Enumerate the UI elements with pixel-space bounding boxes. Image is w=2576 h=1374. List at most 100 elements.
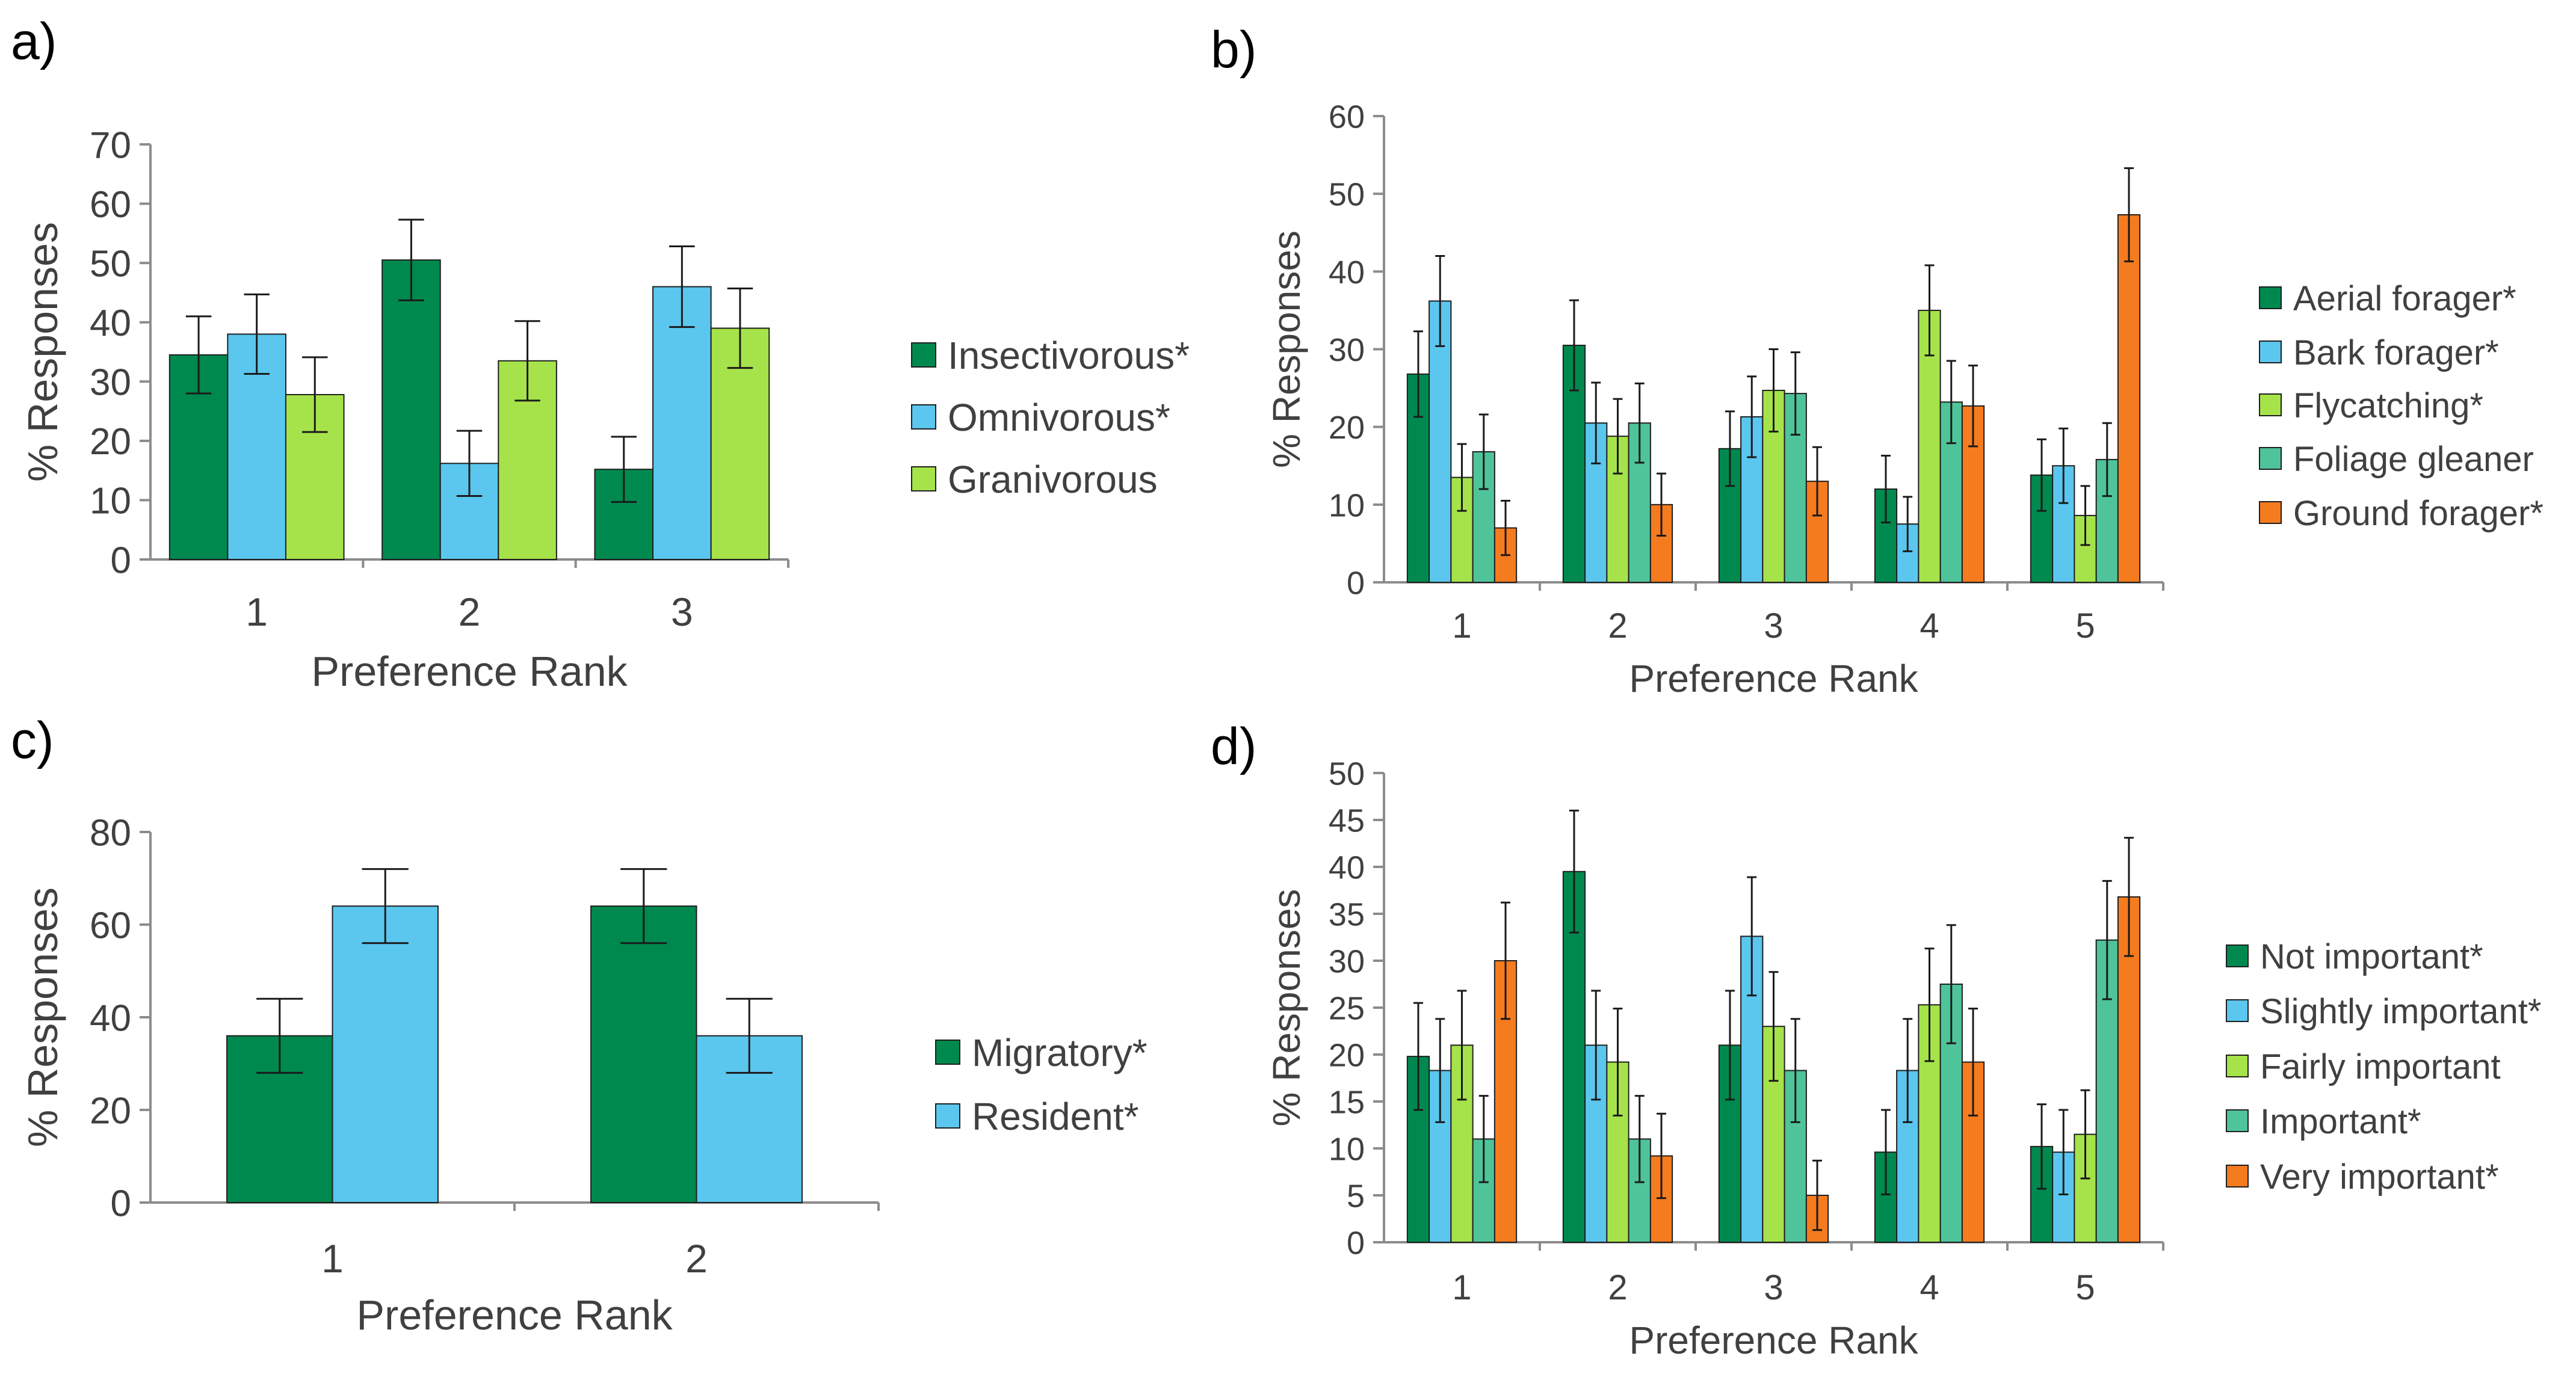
legend-label: Granivorous	[948, 458, 1158, 501]
y-axis-title: % Responses	[19, 222, 66, 482]
bar	[1429, 300, 1452, 583]
legend: Not important* Slightly important* Fairly …	[2226, 937, 2541, 1197]
legend-label: Fairly important	[2260, 1047, 2501, 1086]
legend: Insectivorous* Omnivorous* Granivorous	[911, 334, 1190, 501]
legend-swatch	[2259, 286, 2282, 309]
panel-label: c)	[11, 712, 54, 769]
legend-label: Resident*	[972, 1095, 1139, 1138]
x-tick-label: 3	[1764, 1268, 1783, 1307]
legend-swatch	[2226, 1109, 2249, 1132]
x-tick-label: 3	[1764, 606, 1783, 645]
y-tick-label: 50	[1329, 177, 1365, 213]
y-tick-label: 40	[1329, 254, 1365, 291]
legend-label: Very important*	[2260, 1157, 2499, 1197]
y-tick-label: 20	[1329, 1037, 1365, 1073]
legend-label: Migratory*	[972, 1031, 1147, 1074]
x-tick-label: 3	[671, 590, 693, 634]
legend-label: Slightly important*	[2260, 992, 2541, 1031]
legend-swatch	[2226, 1165, 2249, 1188]
bar	[2117, 214, 2141, 583]
y-tick-label: 0	[1347, 565, 1365, 601]
y-tick-label: 10	[1329, 487, 1365, 523]
bar	[1472, 451, 1495, 583]
y-tick-label: 30	[1329, 943, 1365, 979]
x-axis-title: Preference Rank	[1629, 1319, 1918, 1362]
legend-swatch	[2259, 393, 2282, 416]
bar	[332, 905, 439, 1203]
legend-swatch	[911, 404, 936, 430]
x-tick-label: 2	[459, 590, 481, 634]
x-tick-label: 1	[1452, 606, 1471, 645]
y-tick-label: 80	[90, 812, 131, 854]
legend-label: Insectivorous*	[948, 334, 1190, 377]
y-tick-label: 35	[1329, 896, 1365, 932]
chart-panel-1: a) 0 10 20 30 40 50 60 70 % Responses Preference R…	[11, 13, 1190, 695]
legend: Aerial forager* Bark forager* Flycatching*…	[2259, 279, 2544, 533]
x-tick-label: 2	[1608, 606, 1627, 645]
x-axis-title: Preference Rank	[356, 1292, 673, 1339]
bar	[590, 905, 697, 1203]
legend-label: Aerial forager*	[2293, 279, 2516, 318]
x-axis-title: Preference Rank	[311, 648, 628, 695]
y-tick-label: 20	[90, 1090, 131, 1132]
y-tick-label: 10	[1329, 1131, 1365, 1167]
y-tick-label: 60	[1329, 99, 1365, 135]
panel-label: d)	[1211, 718, 1256, 775]
y-tick-label: 60	[90, 905, 131, 946]
x-tick-label: 2	[1608, 1268, 1627, 1307]
y-axis-title: % Responses	[19, 887, 66, 1147]
y-tick-label: 40	[90, 303, 131, 344]
x-axis-title: Preference Rank	[1629, 657, 1918, 700]
panel-label: a)	[11, 13, 57, 70]
y-tick-label: 25	[1329, 990, 1365, 1026]
legend-label: Omnivorous*	[948, 396, 1170, 439]
y-tick-label: 20	[90, 421, 131, 463]
legend-swatch	[911, 466, 936, 491]
x-tick-label: 1	[321, 1236, 344, 1281]
x-tick-label: 4	[1920, 606, 1939, 645]
y-axis-title: % Responses	[1265, 889, 1308, 1127]
bar	[652, 286, 712, 560]
legend-swatch	[2259, 501, 2282, 524]
y-tick-label: 50	[90, 243, 131, 285]
legend-label: Ground forager*	[2293, 494, 2544, 533]
x-tick-label: 5	[2075, 1268, 2095, 1307]
legend-label: Bark forager*	[2293, 333, 2499, 372]
panel-label: b)	[1211, 21, 1256, 79]
y-tick-label: 45	[1329, 803, 1365, 839]
bar	[1628, 422, 1651, 583]
legend-label: Not important*	[2260, 937, 2483, 976]
x-tick-label: 4	[1920, 1268, 1939, 1307]
chart-panel-3: c) 0 20 40 60 80 % Responses Preference Rank 1 2 M…	[11, 712, 1147, 1339]
legend-swatch	[2259, 447, 2282, 470]
bar	[381, 259, 441, 560]
y-tick-label: 30	[90, 362, 131, 404]
legend-swatch	[935, 1103, 960, 1129]
legend-label: Important*	[2260, 1102, 2421, 1141]
y-tick-label: 40	[1329, 849, 1365, 886]
legend-swatch	[935, 1040, 960, 1065]
y-tick-label: 30	[1329, 332, 1365, 368]
y-tick-label: 70	[90, 125, 131, 166]
x-tick-label: 5	[2075, 606, 2095, 645]
legend-swatch	[911, 342, 936, 368]
y-tick-label: 15	[1329, 1084, 1365, 1120]
y-tick-label: 0	[111, 1183, 131, 1224]
y-tick-label: 0	[1347, 1225, 1365, 1261]
x-tick-label: 1	[1452, 1268, 1471, 1307]
y-tick-label: 50	[1329, 756, 1365, 792]
chart-panel-2: b) 0 10 20 30 40 50 60 % Responses Preference Ran…	[1211, 21, 2544, 700]
legend-swatch	[2226, 1055, 2249, 1077]
y-axis-title: % Responses	[1265, 230, 1308, 468]
y-tick-label: 20	[1329, 410, 1365, 446]
x-tick-label: 2	[685, 1236, 708, 1281]
y-tick-label: 0	[111, 540, 131, 581]
y-tick-label: 60	[90, 184, 131, 226]
legend-label: Flycatching*	[2293, 386, 2483, 425]
y-tick-label: 40	[90, 997, 131, 1039]
y-tick-label: 5	[1347, 1178, 1365, 1214]
legend-swatch	[2226, 999, 2249, 1022]
legend-label: Foliage gleaner	[2293, 440, 2534, 479]
